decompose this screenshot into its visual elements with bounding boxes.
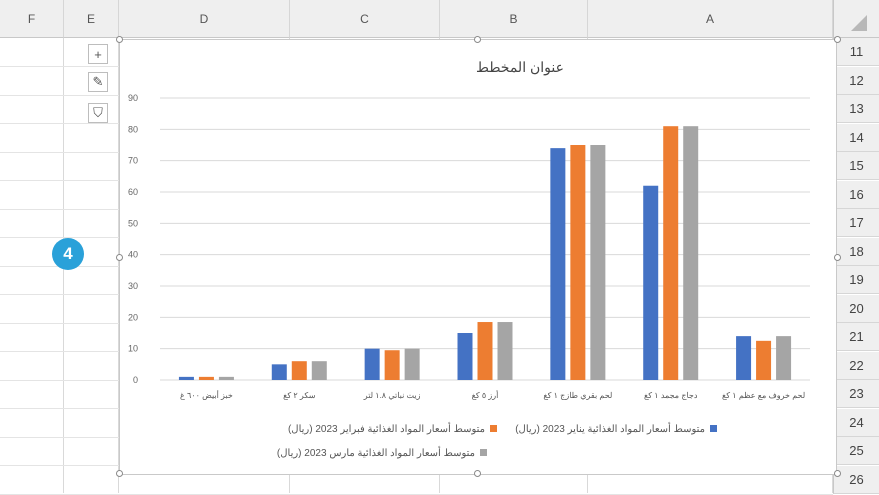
bar[interactable] xyxy=(271,364,287,380)
x-tick-label: خبز أبيض ٦٠٠ غ xyxy=(180,389,233,400)
legend-label: متوسط أسعار المواد الغذائية يناير 2023 (… xyxy=(515,422,705,435)
row-header[interactable]: 13 xyxy=(833,95,879,123)
bar[interactable] xyxy=(756,340,772,380)
bar[interactable] xyxy=(643,185,659,380)
resize-handle-top-center[interactable] xyxy=(474,36,481,43)
row-header[interactable]: 11 xyxy=(833,38,879,66)
bar[interactable] xyxy=(683,126,699,380)
chart-styles-button[interactable]: ✎ xyxy=(88,72,108,92)
column-header[interactable]: B xyxy=(440,0,588,38)
brush-icon: ✎ xyxy=(92,74,104,89)
bar[interactable] xyxy=(497,322,513,380)
bar[interactable] xyxy=(364,348,380,380)
legend-label: متوسط أسعار المواد الغذائية فبراير 2023 … xyxy=(288,422,485,435)
row-header[interactable]: 14 xyxy=(833,123,879,152)
column-header[interactable]: F xyxy=(0,0,64,38)
filter-icon: ⛉ xyxy=(93,105,103,120)
bar[interactable] xyxy=(570,145,586,380)
resize-handle-bottom-right[interactable] xyxy=(834,470,841,477)
resize-handle-middle-left[interactable] xyxy=(116,254,123,261)
chart-title[interactable]: عنوان المخطط xyxy=(476,59,564,76)
bar[interactable] xyxy=(550,148,566,380)
y-axis-ticks: 0 10 20 30 40 50 60 70 80 90 xyxy=(128,93,138,385)
bar[interactable] xyxy=(178,376,194,380)
bar[interactable] xyxy=(590,145,606,380)
select-all-corner[interactable] xyxy=(833,0,879,38)
row-header[interactable]: 20 xyxy=(833,294,879,323)
x-tick-label: دجاج مجمد ١ كغ xyxy=(644,391,698,400)
row-header[interactable]: 25 xyxy=(833,437,879,465)
bars xyxy=(178,126,792,380)
row-header[interactable]: 22 xyxy=(833,351,879,380)
bar[interactable] xyxy=(198,376,214,380)
row-header[interactable]: 19 xyxy=(833,266,879,294)
y-tick-label: 90 xyxy=(128,93,138,103)
resize-handle-middle-right[interactable] xyxy=(834,254,841,261)
row-header[interactable]: 15 xyxy=(833,152,879,180)
y-tick-label: 20 xyxy=(128,312,138,322)
bar[interactable] xyxy=(291,361,307,380)
chart-area[interactable]: عنوان المخطط 0 10 20 30 40 50 60 70 80 90 لحم خرو… xyxy=(119,39,837,475)
y-tick-label: 30 xyxy=(128,281,138,291)
legend: متوسط أسعار المواد الغذائية يناير 2023 (… xyxy=(277,422,717,459)
chart-filters-button[interactable]: ⛉ xyxy=(88,103,108,123)
legend-label: متوسط أسعار المواد الغذائية مارس 2023 (ر… xyxy=(277,446,475,459)
bar[interactable] xyxy=(477,322,493,380)
legend-swatch xyxy=(710,425,717,432)
y-tick-label: 80 xyxy=(128,124,138,134)
x-axis-labels: لحم خروف مع عظم ١ كغ دجاج مجمد ١ كغ لحم بق… xyxy=(180,389,805,400)
row-header[interactable]: 12 xyxy=(833,66,879,95)
row-header[interactable]: 24 xyxy=(833,408,879,437)
bar[interactable] xyxy=(776,336,792,380)
bar[interactable] xyxy=(404,348,420,380)
y-tick-label: 60 xyxy=(128,187,138,197)
y-tick-label: 70 xyxy=(128,156,138,166)
row-header[interactable]: 21 xyxy=(833,323,879,351)
x-tick-label: لحم بقري طازج ١ كغ xyxy=(543,391,612,400)
row-header[interactable]: 23 xyxy=(833,380,879,408)
bar[interactable] xyxy=(384,350,400,380)
resize-handle-bottom-center[interactable] xyxy=(474,470,481,477)
x-tick-label: أرز ٥ كغ xyxy=(472,389,499,400)
y-tick-label: 0 xyxy=(133,375,138,385)
y-tick-label: 10 xyxy=(128,344,138,354)
bar-chart[interactable]: عنوان المخطط 0 10 20 30 40 50 60 70 80 90 لحم خرو… xyxy=(120,40,836,474)
legend-swatch xyxy=(490,425,497,432)
row-header[interactable]: 18 xyxy=(833,237,879,266)
row-header[interactable]: 26 xyxy=(833,465,879,494)
select-all-triangle-icon xyxy=(851,15,867,31)
column-header[interactable]: A xyxy=(588,0,833,38)
resize-handle-top-left[interactable] xyxy=(116,36,123,43)
resize-handle-bottom-left[interactable] xyxy=(116,470,123,477)
resize-handle-top-right[interactable] xyxy=(834,36,841,43)
x-tick-label: لحم خروف مع عظم ١ كغ xyxy=(722,391,805,400)
y-tick-label: 50 xyxy=(128,218,138,228)
y-tick-label: 40 xyxy=(128,250,138,260)
bar[interactable] xyxy=(311,361,327,380)
bar[interactable] xyxy=(457,333,473,380)
column-header[interactable]: E xyxy=(64,0,119,38)
row-header[interactable]: 17 xyxy=(833,209,879,237)
chart-elements-button[interactable]: + xyxy=(88,44,108,64)
row-header[interactable]: 16 xyxy=(833,180,879,209)
bar[interactable] xyxy=(218,376,234,380)
grid-line-horizontal xyxy=(0,493,833,495)
step-badge: 4 xyxy=(52,238,84,270)
column-header[interactable]: D xyxy=(119,0,290,38)
column-header[interactable]: C xyxy=(290,0,440,38)
x-tick-label: سكر ٢ كغ xyxy=(283,391,316,400)
bar[interactable] xyxy=(663,126,679,380)
bar[interactable] xyxy=(736,336,752,380)
plus-icon: + xyxy=(94,46,102,62)
x-tick-label: زيت نباتي ١.٨ لتر xyxy=(363,391,421,400)
legend-swatch xyxy=(480,449,487,456)
